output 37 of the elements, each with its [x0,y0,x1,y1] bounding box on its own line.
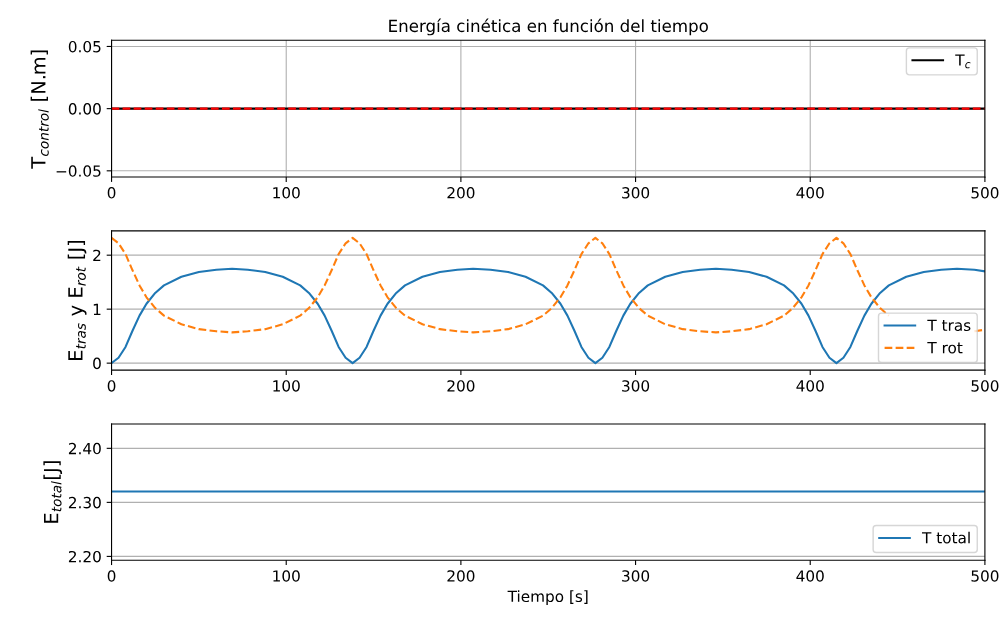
x-tick-label: 0 [107,187,116,199]
x-tick-label: 300 [622,570,650,582]
x-tick-label: 100 [273,380,300,392]
y-tick-label: 0.00 [68,103,101,115]
x-tick-label: 200 [447,570,475,582]
x-tick-label: 500 [971,570,999,582]
y-axis-title: E$_{total}$[J] [43,461,63,523]
y-tick-label: 2.20 [68,550,101,563]
legend-label: T$_{c}$ [955,54,971,69]
x-axis-title: Tiempo [s] [507,590,588,606]
y-tick-label: 2.40 [68,442,101,455]
line-series [111,267,985,365]
x-tick-label: 200 [447,187,475,199]
legend-label: T total [921,531,970,544]
x-tick-label: 400 [796,570,824,582]
x-tick-label: 100 [273,187,300,199]
x-tick-label: 0 [107,380,116,392]
y-tick-label: 0.05 [68,40,101,53]
x-tick-label: 100 [273,570,300,582]
y-tick-label: −0.05 [56,165,101,177]
x-tick-label: 500 [971,187,999,199]
y-axis-title: T$_{control}$ [N.m] [30,50,49,169]
x-tick-label: 300 [622,187,650,199]
x-tick-label: 500 [971,380,999,392]
y-tick-label: 2.30 [68,496,101,509]
y-tick-label: 2 [93,249,101,261]
x-tick-label: 200 [447,380,475,392]
y-axis-title: E$_{tras}$ y E$_{rot}$ [J] [67,240,87,360]
x-tick-label: 300 [622,380,650,392]
legend-label: T tras [927,319,971,332]
x-tick-label: 400 [796,380,824,392]
x-tick-label: 0 [107,570,116,582]
chart-title: Energía cinética en función del tiempo [389,18,708,36]
y-tick-label: 0 [93,357,101,370]
legend-label: T rot [927,342,963,354]
y-tick-label: 1 [93,303,101,315]
x-tick-label: 400 [796,187,824,199]
